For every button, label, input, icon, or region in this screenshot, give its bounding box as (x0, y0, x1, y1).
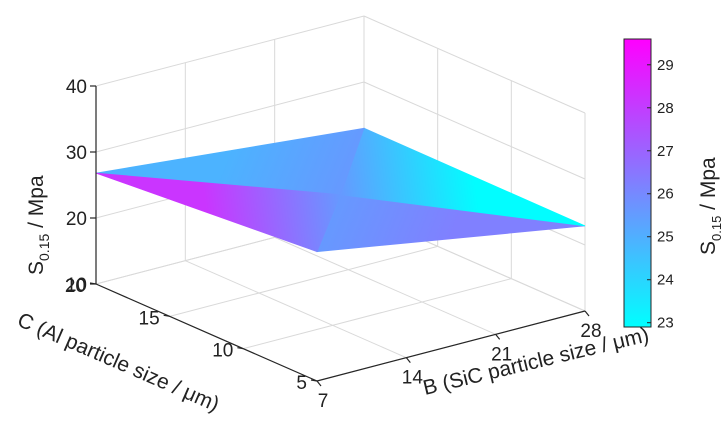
side-wall-grid-line (363, 81, 586, 180)
z-axis-title: S0.15 / Mpa (25, 175, 52, 275)
x-tick-mark (584, 310, 590, 317)
colorbar-title-sub: 0.15 (709, 216, 724, 241)
z-tick-label: 30 (66, 143, 87, 164)
z-axis-title-unit: / Mpa (25, 175, 48, 234)
colorbar-title-main: S (697, 241, 720, 255)
colorbar-gradient (623, 38, 652, 328)
side-wall-grid-line (363, 15, 586, 114)
axes-box (95, 86, 586, 382)
x-tick-label: 7 (318, 391, 329, 412)
colorbar-tick-label: 29 (657, 57, 674, 74)
y-axis-title: C (Al particle size / μm) (14, 308, 223, 416)
colorbar-tick-label: 23 (657, 315, 674, 332)
colorbar-tick-label: 24 (657, 272, 674, 289)
y-tick-mark (237, 347, 244, 350)
x-tick-mark (495, 333, 501, 340)
x-tick-label: 28 (580, 321, 601, 342)
y-tick-label: 10 (212, 341, 233, 362)
floor-grid-line (243, 278, 512, 350)
colorbar: 23 24 25 26 27 28 29 S0.15 / Mpa (623, 38, 724, 332)
back-wall-grid-line (95, 15, 365, 87)
x-tick-label: 14 (402, 368, 424, 389)
y-tick-label: 20 (65, 276, 86, 297)
x-tick-mark (405, 357, 411, 364)
colorbar-tick-label: 26 (657, 186, 674, 203)
colorbar-title-unit: / Mpa (697, 157, 720, 216)
y-tick-mark (310, 379, 318, 382)
colorbar-tick-label: 28 (657, 100, 674, 117)
z-tick-label: 10 (66, 275, 87, 296)
colorbar-title: S0.15 / Mpa (697, 157, 724, 255)
colorbar-tick-label: 27 (657, 143, 674, 160)
back-wall-grid-line (95, 81, 365, 153)
z-tick-label: 20 (66, 209, 87, 230)
colorbar-ticks: 23 24 25 26 27 28 29 (647, 57, 674, 332)
colorbar-tick-label: 25 (657, 229, 674, 246)
y-axis-line (95, 283, 318, 382)
y-tick-label: 15 (139, 308, 160, 329)
x-tick-label: 21 (491, 344, 512, 365)
z-axis-title-main: S (25, 261, 48, 275)
floor-grid-line (169, 245, 438, 317)
floor-grid-line (274, 236, 496, 335)
x-axis-line (316, 310, 586, 382)
z-axis-title-sub: 0.15 (36, 234, 52, 261)
x-tick-mark (316, 380, 322, 387)
z-tick-label: 40 (66, 77, 87, 98)
x-axis-title: B (SiC particle size / μm) (421, 323, 651, 399)
floor-grid-line (185, 260, 407, 359)
surface-patch (95, 172, 342, 253)
y-tick-label: 5 (296, 373, 307, 394)
y-tick-mark (163, 314, 170, 317)
surface (95, 127, 586, 253)
